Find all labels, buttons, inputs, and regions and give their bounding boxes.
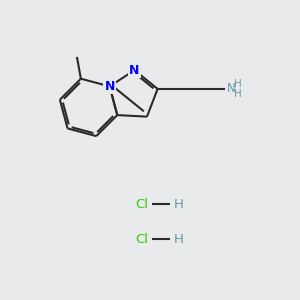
Text: H: H (234, 89, 242, 99)
Text: N: N (227, 82, 236, 95)
Text: H: H (174, 233, 184, 246)
Text: N: N (104, 80, 115, 93)
Text: H: H (174, 198, 184, 211)
Text: Cl: Cl (135, 233, 148, 246)
Text: Cl: Cl (135, 198, 148, 211)
Text: H: H (234, 79, 242, 89)
Text: N: N (129, 64, 140, 77)
